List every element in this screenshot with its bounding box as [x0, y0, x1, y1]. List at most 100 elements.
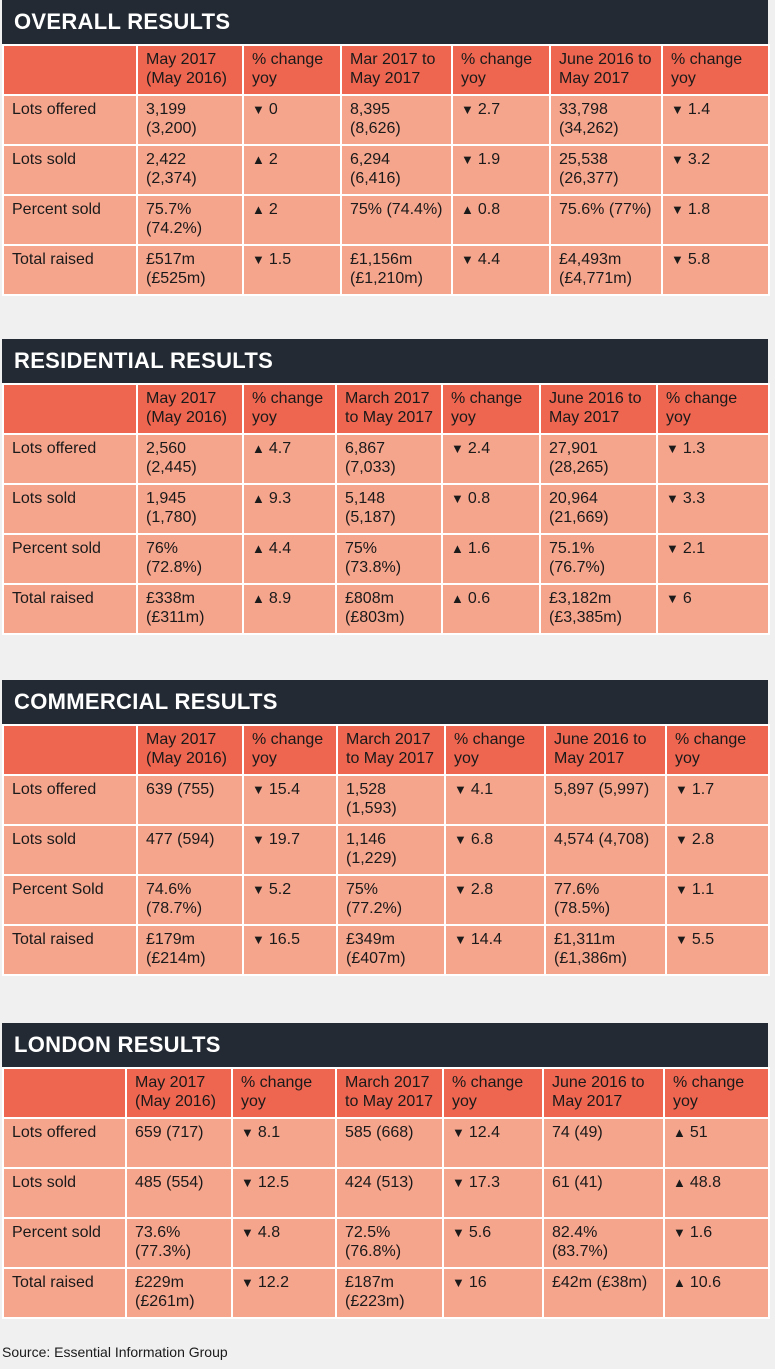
value-cell: 477 (594)	[136, 824, 244, 876]
overall-results-section: OVERALL RESULTS May 2017 (May 2016) % chan…	[2, 0, 770, 296]
results-table: May 2017 (May 2016)% change yoy March 201…	[2, 383, 770, 635]
change-cell: ▲ 8.9	[242, 583, 337, 635]
row-label: Total raised	[2, 924, 138, 976]
table-row: Lots sold 2,422 (2,374) ▲ 2 6,294 (6,416) ▼ 1.…	[2, 144, 770, 196]
results-table: May 2017 (May 2016)% change yoy March 201…	[2, 724, 770, 976]
change-cell: ▼ 2.8	[444, 874, 546, 926]
value-cell: 659 (717)	[125, 1117, 233, 1169]
change-cell: ▼ 6	[656, 583, 770, 635]
triangle-down-icon: ▼	[451, 441, 464, 456]
row-label: Lots sold	[2, 144, 138, 196]
value-cell: £1,311m (£1,386m)	[544, 924, 667, 976]
change-cell: ▼ 0.8	[441, 483, 541, 535]
column-header: % change yoy	[441, 383, 541, 435]
change-value: 2.7	[477, 101, 501, 118]
value-cell: 5,148 (5,187)	[335, 483, 443, 535]
column-header: May 2017 (May 2016)	[136, 44, 244, 96]
change-cell: ▼ 14.4	[444, 924, 546, 976]
value-cell: 6,294 (6,416)	[340, 144, 453, 196]
change-cell: ▼ 1.8	[661, 194, 770, 246]
column-header	[2, 383, 138, 435]
london-results-section: LONDON RESULTS May 2017 (May 2016)% chang…	[2, 1023, 770, 1319]
column-header	[2, 44, 138, 96]
value-cell: 8,395 (8,626)	[340, 94, 453, 146]
table-row: Lots offered 639 (755) ▼ 15.4 1,528 (1,593) ▼…	[2, 774, 770, 826]
change-value: 2.1	[682, 540, 706, 557]
table-row: Lots sold 477 (594) ▼ 19.7 1,146 (1,229) ▼ 6.8…	[2, 824, 770, 876]
value-cell: 1,528 (1,593)	[336, 774, 446, 826]
value-cell: 74 (49)	[542, 1117, 665, 1169]
change-value: 8.9	[268, 590, 292, 607]
change-cell: ▼ 4.8	[231, 1217, 337, 1269]
table-row: Total raised £517m (£525m) ▼ 1.5 £1,156m (£1…	[2, 244, 770, 296]
row-label: Percent sold	[2, 1217, 127, 1269]
table-row: Total raised £338m (£311m) ▲ 8.9 £808m (£803…	[2, 583, 770, 635]
change-cell: ▲ 0.8	[451, 194, 551, 246]
triangle-up-icon: ▲	[673, 1175, 686, 1190]
change-cell: ▼ 5.8	[661, 244, 770, 296]
change-cell: ▼ 1.4	[661, 94, 770, 146]
column-header: May 2017 (May 2016)	[136, 724, 244, 776]
column-header: March 2017 to May 2017	[335, 383, 443, 435]
change-cell: ▼ 4.1	[444, 774, 546, 826]
change-cell: ▼ 3.2	[661, 144, 770, 196]
triangle-down-icon: ▼	[666, 591, 679, 606]
column-header: June 2016 to May 2017	[549, 44, 663, 96]
column-header: % change yoy	[663, 1067, 770, 1119]
column-header: March 2017 to May 2017	[335, 1067, 444, 1119]
column-header: % change yoy	[242, 383, 337, 435]
triangle-up-icon: ▲	[451, 541, 464, 556]
change-value: 1.4	[687, 101, 711, 118]
change-value: 8.1	[257, 1124, 281, 1141]
value-cell: £4,493m (£4,771m)	[549, 244, 663, 296]
triangle-down-icon: ▼	[252, 782, 265, 797]
column-header: % change yoy	[242, 724, 338, 776]
value-cell: £229m (£261m)	[125, 1267, 233, 1319]
change-value: 48.8	[689, 1174, 722, 1191]
change-cell: ▼ 12.5	[231, 1167, 337, 1219]
column-header: % change yoy	[231, 1067, 337, 1119]
value-cell: 1,945 (1,780)	[136, 483, 244, 535]
triangle-down-icon: ▼	[252, 252, 265, 267]
section-title: LONDON RESULTS	[2, 1023, 768, 1067]
section-title: OVERALL RESULTS	[2, 0, 768, 44]
triangle-up-icon: ▲	[252, 541, 265, 556]
change-cell: ▼ 8.1	[231, 1117, 337, 1169]
triangle-down-icon: ▼	[454, 832, 467, 847]
change-value: 12.5	[257, 1174, 290, 1191]
commercial-results-section: COMMERCIAL RESULTS May 2017 (May 2016)% c…	[2, 680, 770, 976]
change-cell: ▼ 6.8	[444, 824, 546, 876]
table-header-row: May 2017 (May 2016)% change yoy March 201…	[2, 383, 770, 435]
column-header: % change yoy	[451, 44, 551, 96]
value-cell: 61 (41)	[542, 1167, 665, 1219]
column-header: May 2017 (May 2016)	[136, 383, 244, 435]
change-value: 19.7	[268, 831, 301, 848]
triangle-down-icon: ▼	[666, 541, 679, 556]
change-value: 1.1	[691, 881, 715, 898]
change-value: 5.8	[687, 251, 711, 268]
change-value: 4.4	[477, 251, 501, 268]
change-value: 2.8	[470, 881, 494, 898]
value-cell: £42m (£38m)	[542, 1267, 665, 1319]
change-cell: ▼ 3.3	[656, 483, 770, 535]
row-label: Lots sold	[2, 824, 138, 876]
change-cell: ▼ 16	[442, 1267, 544, 1319]
change-value: 4.8	[257, 1224, 281, 1241]
change-value: 9.3	[268, 490, 292, 507]
column-header: % change yoy	[442, 1067, 544, 1119]
change-value: 16.5	[268, 931, 301, 948]
change-value: 1.6	[689, 1224, 713, 1241]
value-cell: 5,897 (5,997)	[544, 774, 667, 826]
value-cell: 76% (72.8%)	[136, 533, 244, 585]
value-cell: 73.6% (77.3%)	[125, 1217, 233, 1269]
triangle-down-icon: ▼	[675, 882, 688, 897]
column-header: % change yoy	[444, 724, 546, 776]
table-row: Lots offered 3,199 (3,200) ▼ 0 8,395 (8,626)…	[2, 94, 770, 146]
change-cell: ▼ 5.5	[665, 924, 770, 976]
row-label: Percent Sold	[2, 874, 138, 926]
triangle-up-icon: ▲	[252, 591, 265, 606]
change-value: 2	[268, 151, 278, 168]
change-value: 6	[682, 590, 692, 607]
change-value: 15.4	[268, 781, 301, 798]
change-value: 1.5	[268, 251, 292, 268]
